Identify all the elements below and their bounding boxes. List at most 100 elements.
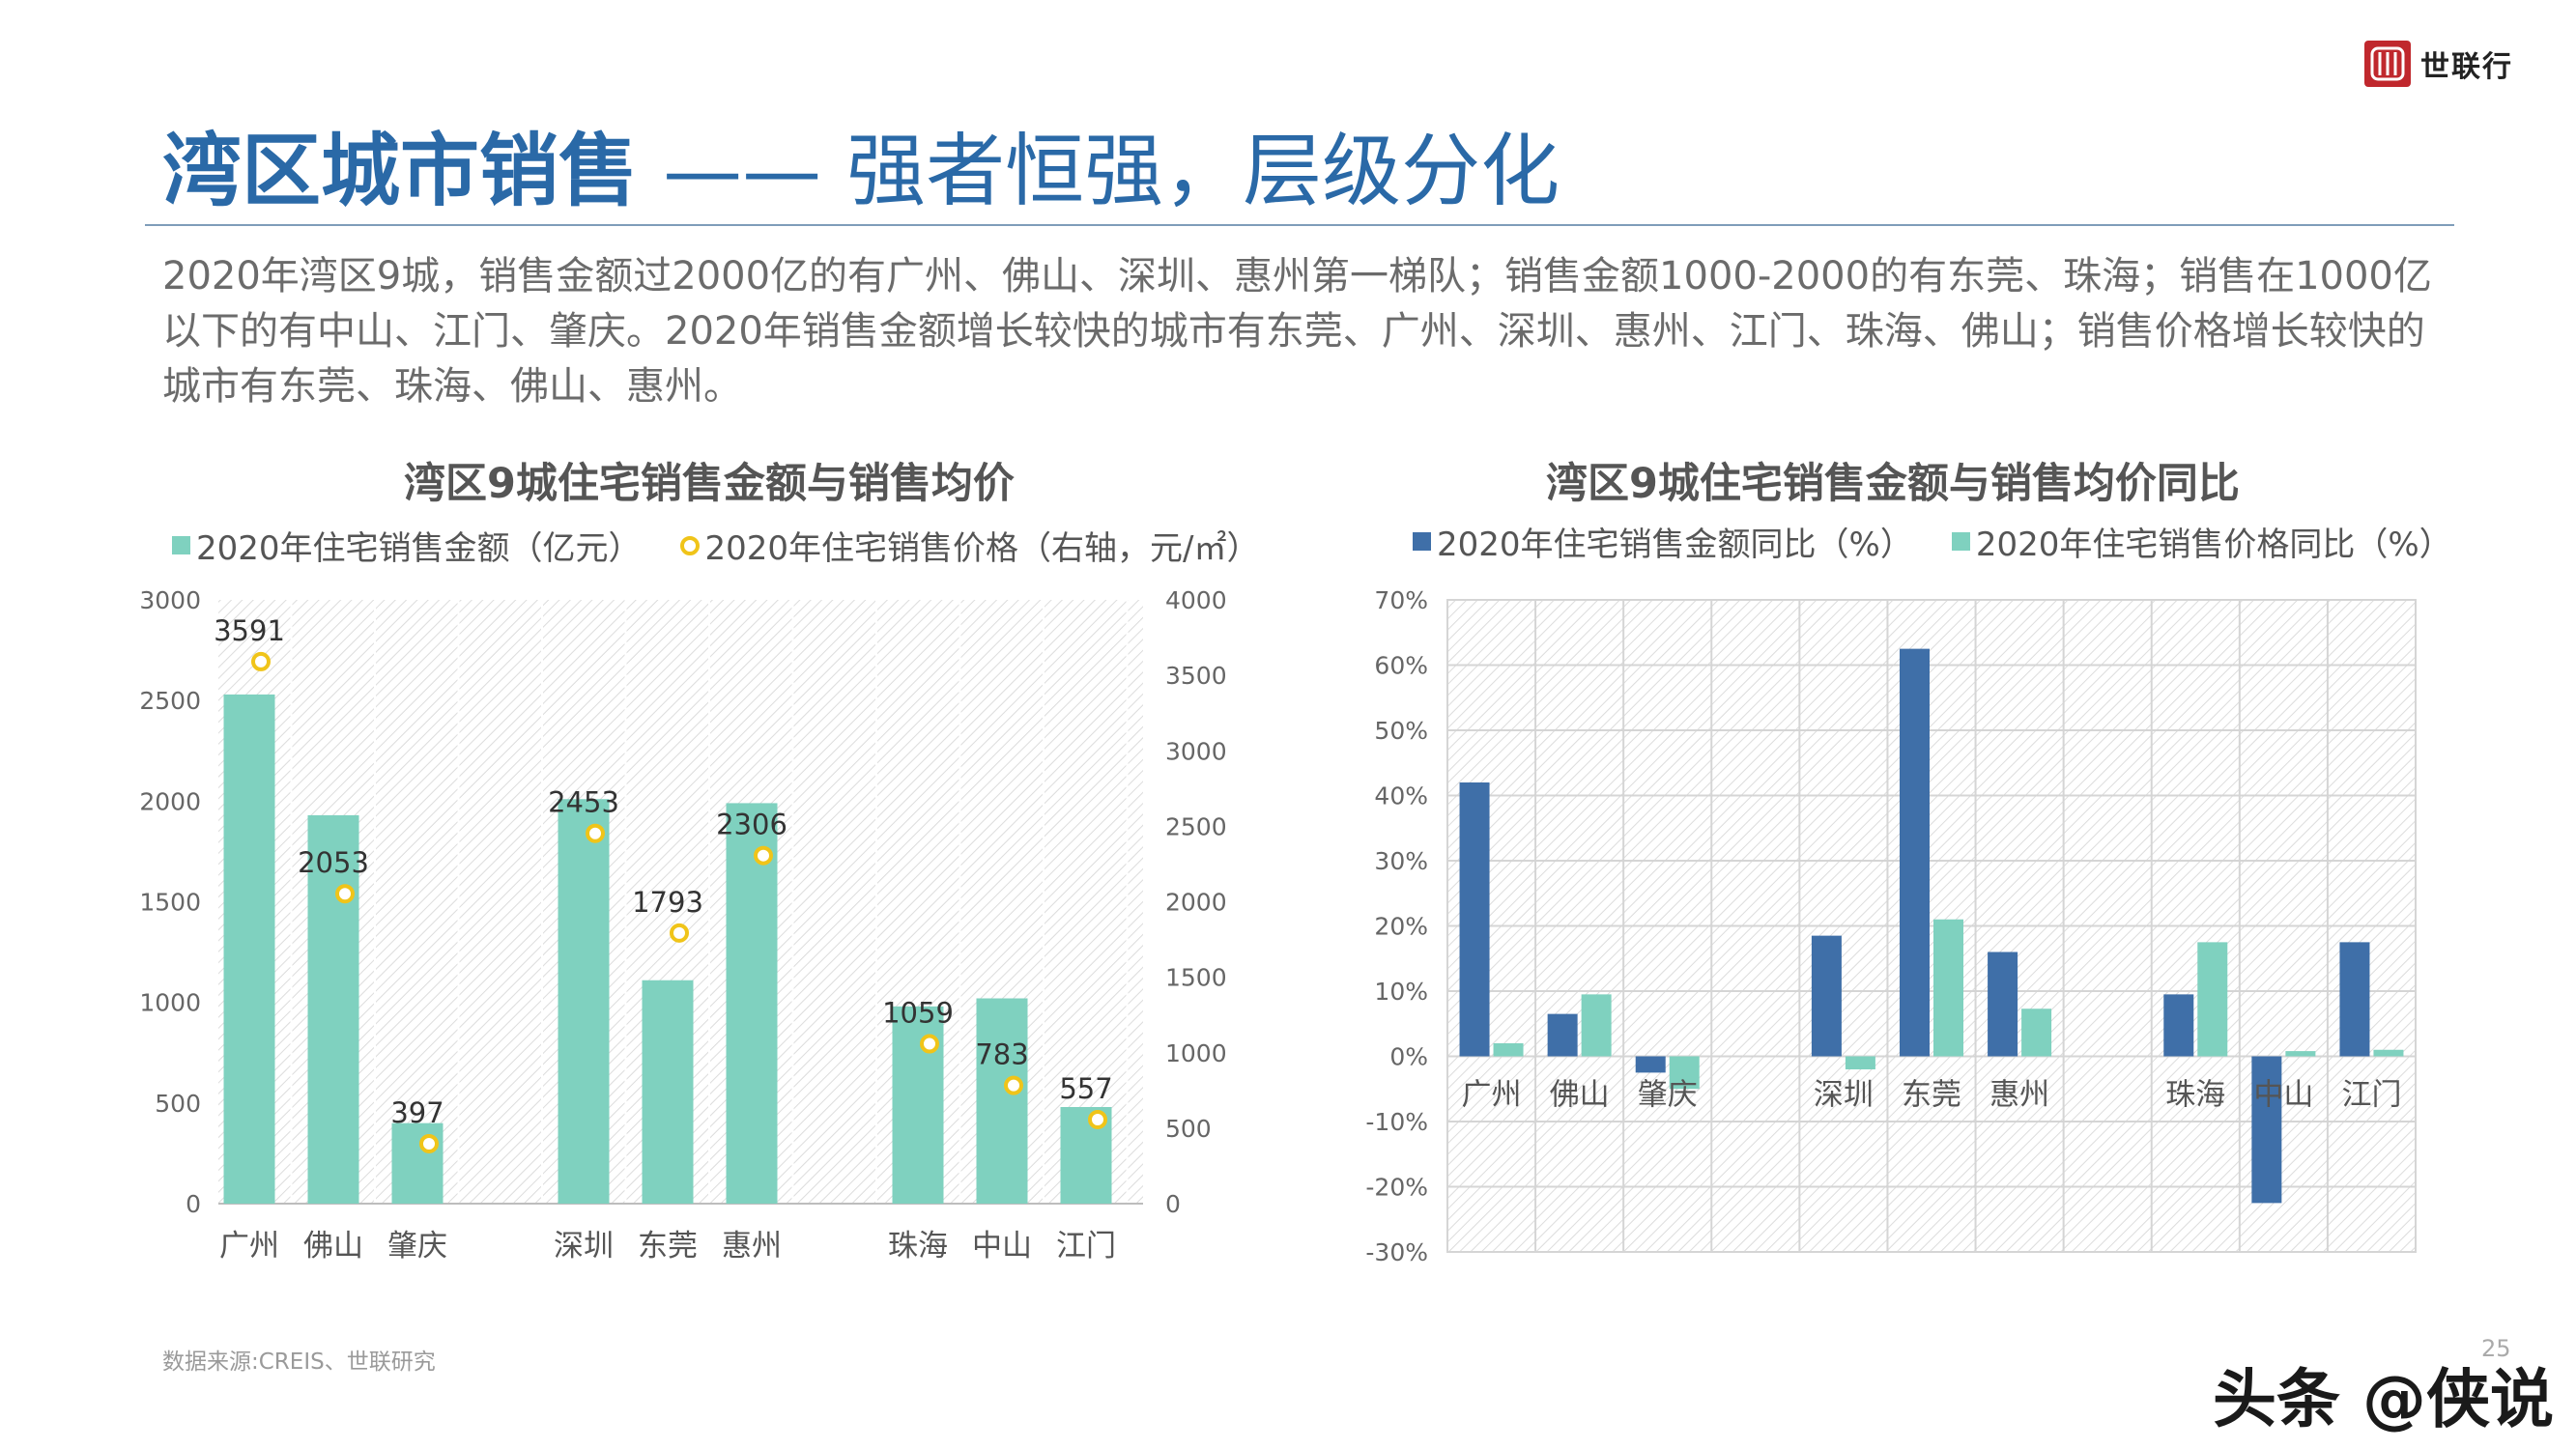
chart1-ytick-left: 3000 (139, 586, 201, 614)
watermark: 头条 @侠说 (2213, 1362, 2554, 1436)
chart2-xtick: 珠海 (2165, 1078, 2225, 1113)
chart1-xtick: 广州 (219, 1229, 279, 1264)
chart1-ytick-right: 0 (1165, 1190, 1181, 1218)
chart2-ytick: 50% (1374, 717, 1428, 745)
chart2-xtick: 佛山 (1550, 1078, 1610, 1113)
chart1-price-label: 1059 (882, 997, 954, 1030)
chart2-bar-price (2373, 1049, 2404, 1057)
chart2-bar-sales (1635, 1056, 1666, 1073)
chart1-ytick-right: 3000 (1165, 737, 1227, 765)
legend-swatch-sales (172, 536, 190, 554)
chart2-xtick: 中山 (2253, 1078, 2313, 1113)
chart1-price-point (335, 884, 355, 904)
chart1-xtick: 珠海 (888, 1229, 948, 1264)
chart1-ytick-right: 4000 (1165, 586, 1227, 614)
chart1-ytick-right: 2500 (1165, 812, 1227, 840)
chart2-ytick: 10% (1374, 978, 1428, 1006)
chart2-bar-sales (1900, 648, 1930, 1057)
chart2-bar-sales (1811, 935, 1842, 1057)
chart2-legend: 2020年住宅销售金额同比（%） 2020年住宅销售价格同比（%） (1413, 518, 2452, 565)
chart2-yoy: -30% -20% -10% 0% 10% 20% 30% 40% 50% 60% 70% 广州 佛山肇… (1365, 586, 2417, 1266)
chart1-price-point (586, 823, 605, 843)
chart2-bar-price (1669, 1056, 1700, 1090)
chart1-xtick: 中山 (972, 1229, 1032, 1264)
chart2-ytick: 0% (1389, 1043, 1428, 1071)
chart1-bar (391, 1122, 444, 1204)
chart2-bar-price (2021, 1009, 2052, 1057)
chart1-price-point (1088, 1109, 1107, 1129)
chart1-bar (892, 1006, 944, 1204)
chart1-price-point (251, 651, 271, 671)
chart1-legend: 2020年住宅销售金额（亿元） 2020年住宅销售价格（右轴，元/㎡） (172, 522, 1260, 569)
chart1-ytick-left: 2500 (139, 687, 201, 715)
chart1-price-point (1004, 1075, 1023, 1095)
chart2-ytick: 60% (1374, 652, 1428, 680)
chart2-bar-price (1933, 919, 1963, 1057)
chart2-xtick: 深圳 (1814, 1078, 1874, 1113)
chart1-price-label: 557 (1059, 1072, 1112, 1105)
legend-marker-price (679, 535, 700, 555)
chart1-bar (976, 998, 1028, 1204)
chart2-bar-sales (2163, 994, 2194, 1057)
chart2-ytick: 20% (1374, 913, 1428, 941)
legend-label-price: 2020年住宅销售价格（右轴，元/㎡） (704, 529, 1260, 568)
page-title-sub: —— 强者恒强，层级分化 (638, 126, 1560, 217)
chart2-xtick: 肇庆 (1638, 1078, 1698, 1113)
page-number: 25 (2481, 1335, 2511, 1362)
chart1-price-label: 3591 (214, 614, 285, 647)
chart1-price-label: 2306 (716, 809, 787, 841)
chart1-price-label: 397 (390, 1096, 444, 1129)
chart1-price-label: 783 (975, 1038, 1028, 1071)
chart1-xtick: 佛山 (303, 1229, 363, 1264)
legend-swatch-sales-yoy (1413, 532, 1431, 551)
chart1-bar (223, 694, 275, 1204)
chart1-ytick-left: 0 (186, 1190, 201, 1218)
chart1-price-point (754, 845, 773, 866)
chart2-ytick: 70% (1374, 586, 1428, 614)
chart2-xtick: 广州 (1462, 1078, 1522, 1113)
chart2-bar-price (1493, 1043, 1524, 1057)
chart1-ytick-right: 3500 (1165, 662, 1227, 690)
chart1-xtick: 东莞 (638, 1229, 698, 1264)
chart1-xtick: 江门 (1056, 1229, 1116, 1264)
chart1-bar (642, 980, 694, 1204)
chart1-ytick-left: 1000 (139, 989, 201, 1017)
chart2-bar-price (2285, 1051, 2316, 1057)
chart2-bar-sales (1547, 1013, 1578, 1057)
legend-label-price-yoy: 2020年住宅销售价格同比（%） (1975, 526, 2452, 564)
page-title-main: 湾区城市销售 (162, 126, 639, 217)
chart2-ytick: 40% (1374, 782, 1428, 810)
chart1-price-point (920, 1034, 939, 1054)
chart1-ytick-right: 500 (1165, 1115, 1212, 1143)
legend-label-sales: 2020年住宅销售金额（亿元） (196, 529, 642, 568)
chart1-ytick-right: 2000 (1165, 889, 1227, 917)
chart2-xtick: 江门 (2341, 1078, 2401, 1113)
chart2-title: 湾区9城住宅销售金额与销售均价同比 (1546, 460, 2240, 508)
chart2-ytick: -10% (1365, 1108, 1428, 1136)
chart2-bar-sales (2251, 1056, 2282, 1204)
chart1-price-label: 2453 (548, 786, 619, 819)
chart1-bar (307, 814, 359, 1204)
chart2-ytick: -20% (1365, 1174, 1428, 1202)
chart1-ytick-right: 1000 (1165, 1039, 1227, 1067)
chart2-ytick: 30% (1374, 847, 1428, 875)
chart1-bar (558, 799, 610, 1204)
chart1-bar (726, 803, 778, 1204)
legend-label-sales-yoy: 2020年住宅销售金额同比（%） (1437, 526, 1913, 564)
chart1-ytick-left: 1500 (139, 889, 201, 917)
chart2-bar-sales (1988, 952, 2018, 1057)
chart2-ytick: -30% (1365, 1238, 1428, 1266)
page-title: 湾区城市销售 —— 强者恒强，层级分化 (162, 124, 1560, 220)
data-source: 数据来源:CREIS、世联研究 (162, 1350, 436, 1375)
chart1-price-label: 2053 (298, 846, 369, 879)
chart1-title: 湾区9城住宅销售金额与销售均价 (404, 460, 1015, 508)
chart2-bar-price (1845, 1056, 1875, 1069)
chart1-price-point (419, 1133, 439, 1153)
logo-icon (2364, 41, 2411, 87)
chart1-xtick: 深圳 (554, 1229, 614, 1264)
title-divider (145, 224, 2454, 226)
legend-swatch-price-yoy (1951, 532, 1970, 551)
chart1-price-point (670, 923, 689, 943)
intro-paragraph: 2020年湾区9城，销售金额过2000亿的有广州、佛山、深圳、惠州第一梯队；销售… (162, 254, 2432, 409)
